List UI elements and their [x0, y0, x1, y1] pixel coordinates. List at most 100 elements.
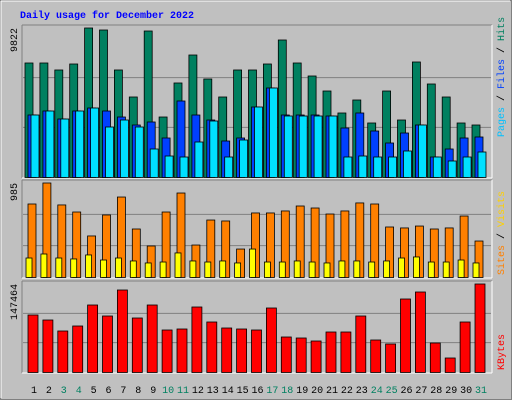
bar: [179, 156, 189, 178]
legend-separator: /: [496, 41, 508, 59]
bar: [447, 160, 457, 178]
bar: [25, 257, 33, 278]
bar: [325, 331, 337, 373]
bar: [429, 342, 441, 373]
bar: [442, 261, 450, 278]
bar: [283, 115, 293, 178]
bar: [90, 107, 99, 178]
x-tick-label: 15: [237, 386, 249, 397]
bar: [72, 325, 84, 373]
x-tick-label: 10: [162, 386, 174, 397]
bar: [221, 327, 233, 373]
bar: [85, 254, 92, 278]
bar: [204, 261, 212, 278]
bar: [254, 106, 263, 178]
bar: [131, 317, 143, 373]
x-tick-label: 26: [400, 386, 412, 397]
bar: [398, 257, 405, 278]
bar: [105, 126, 114, 178]
x-tick-label: 1: [31, 386, 37, 397]
bar: [293, 260, 301, 278]
bar: [338, 260, 346, 278]
bar: [278, 261, 286, 278]
x-tick-label: 5: [91, 386, 97, 397]
bar: [219, 260, 227, 278]
x-tick-label: 11: [177, 386, 189, 397]
bar: [328, 115, 338, 178]
y-tick-label: 147464: [10, 284, 21, 320]
bar: [60, 118, 70, 178]
legend-entry: Hits: [496, 17, 508, 41]
bar: [432, 156, 442, 178]
bar: [134, 126, 144, 178]
x-tick-label: 2: [46, 386, 52, 397]
x-tick-label: 7: [120, 386, 126, 397]
bar: [385, 343, 397, 373]
bar: [224, 156, 234, 178]
bar: [194, 141, 204, 178]
bar: [388, 156, 398, 178]
x-tick-label: 18: [281, 386, 293, 397]
bar: [146, 304, 158, 373]
x-tick-label: 19: [296, 386, 308, 397]
bar: [368, 261, 376, 278]
x-tick-label: 30: [460, 386, 472, 397]
legend-entry: Files: [496, 59, 508, 89]
x-tick-label: 14: [222, 386, 234, 397]
bar: [313, 115, 323, 178]
bar: [30, 114, 40, 178]
bar: [209, 120, 219, 178]
y-tick-label: 9822: [10, 28, 21, 52]
legend: Pages / Files / Hits: [496, 17, 508, 137]
bar: [189, 260, 197, 278]
x-tick-label: 4: [76, 386, 82, 397]
bar: [75, 110, 85, 178]
bar: [308, 261, 316, 278]
bar: [55, 257, 63, 278]
bar: [383, 260, 391, 278]
x-tick-label: 20: [311, 386, 323, 397]
bar: [444, 357, 456, 373]
bar: [265, 307, 277, 373]
bar: [417, 124, 427, 178]
x-tick-label: 8: [135, 386, 141, 397]
bar: [400, 298, 411, 373]
bar: [70, 258, 78, 278]
bar: [236, 328, 248, 373]
x-tick-label: 13: [207, 386, 219, 397]
bar: [249, 248, 256, 278]
bar: [149, 148, 159, 178]
bar: [45, 110, 55, 178]
x-tick-label: 23: [356, 386, 368, 397]
bar: [102, 315, 113, 373]
bar: [472, 262, 480, 278]
bar: [457, 259, 465, 278]
bar: [161, 329, 173, 373]
bar: [268, 87, 278, 178]
bar: [403, 150, 412, 178]
bar: [206, 321, 218, 373]
bar: [87, 304, 98, 373]
x-tick-label: 17: [266, 386, 278, 397]
bar: [298, 115, 308, 178]
bar: [176, 328, 188, 373]
bar: [280, 336, 292, 373]
bar: [234, 262, 242, 278]
bar: [412, 256, 420, 278]
bar: [159, 261, 167, 278]
legend: Sites / Visits: [496, 191, 508, 275]
bar: [340, 331, 352, 373]
bar: [427, 261, 435, 278]
x-tick-label: 12: [192, 386, 204, 397]
bar: [40, 253, 48, 278]
bar: [477, 151, 487, 178]
bar: [358, 155, 368, 178]
x-tick-label: 28: [430, 386, 442, 397]
legend-entry: Visits: [496, 191, 508, 227]
bar: [414, 291, 426, 373]
x-tick-label: 3: [61, 386, 67, 397]
bar: [462, 156, 472, 178]
bar: [100, 259, 107, 278]
bar: [239, 139, 249, 178]
